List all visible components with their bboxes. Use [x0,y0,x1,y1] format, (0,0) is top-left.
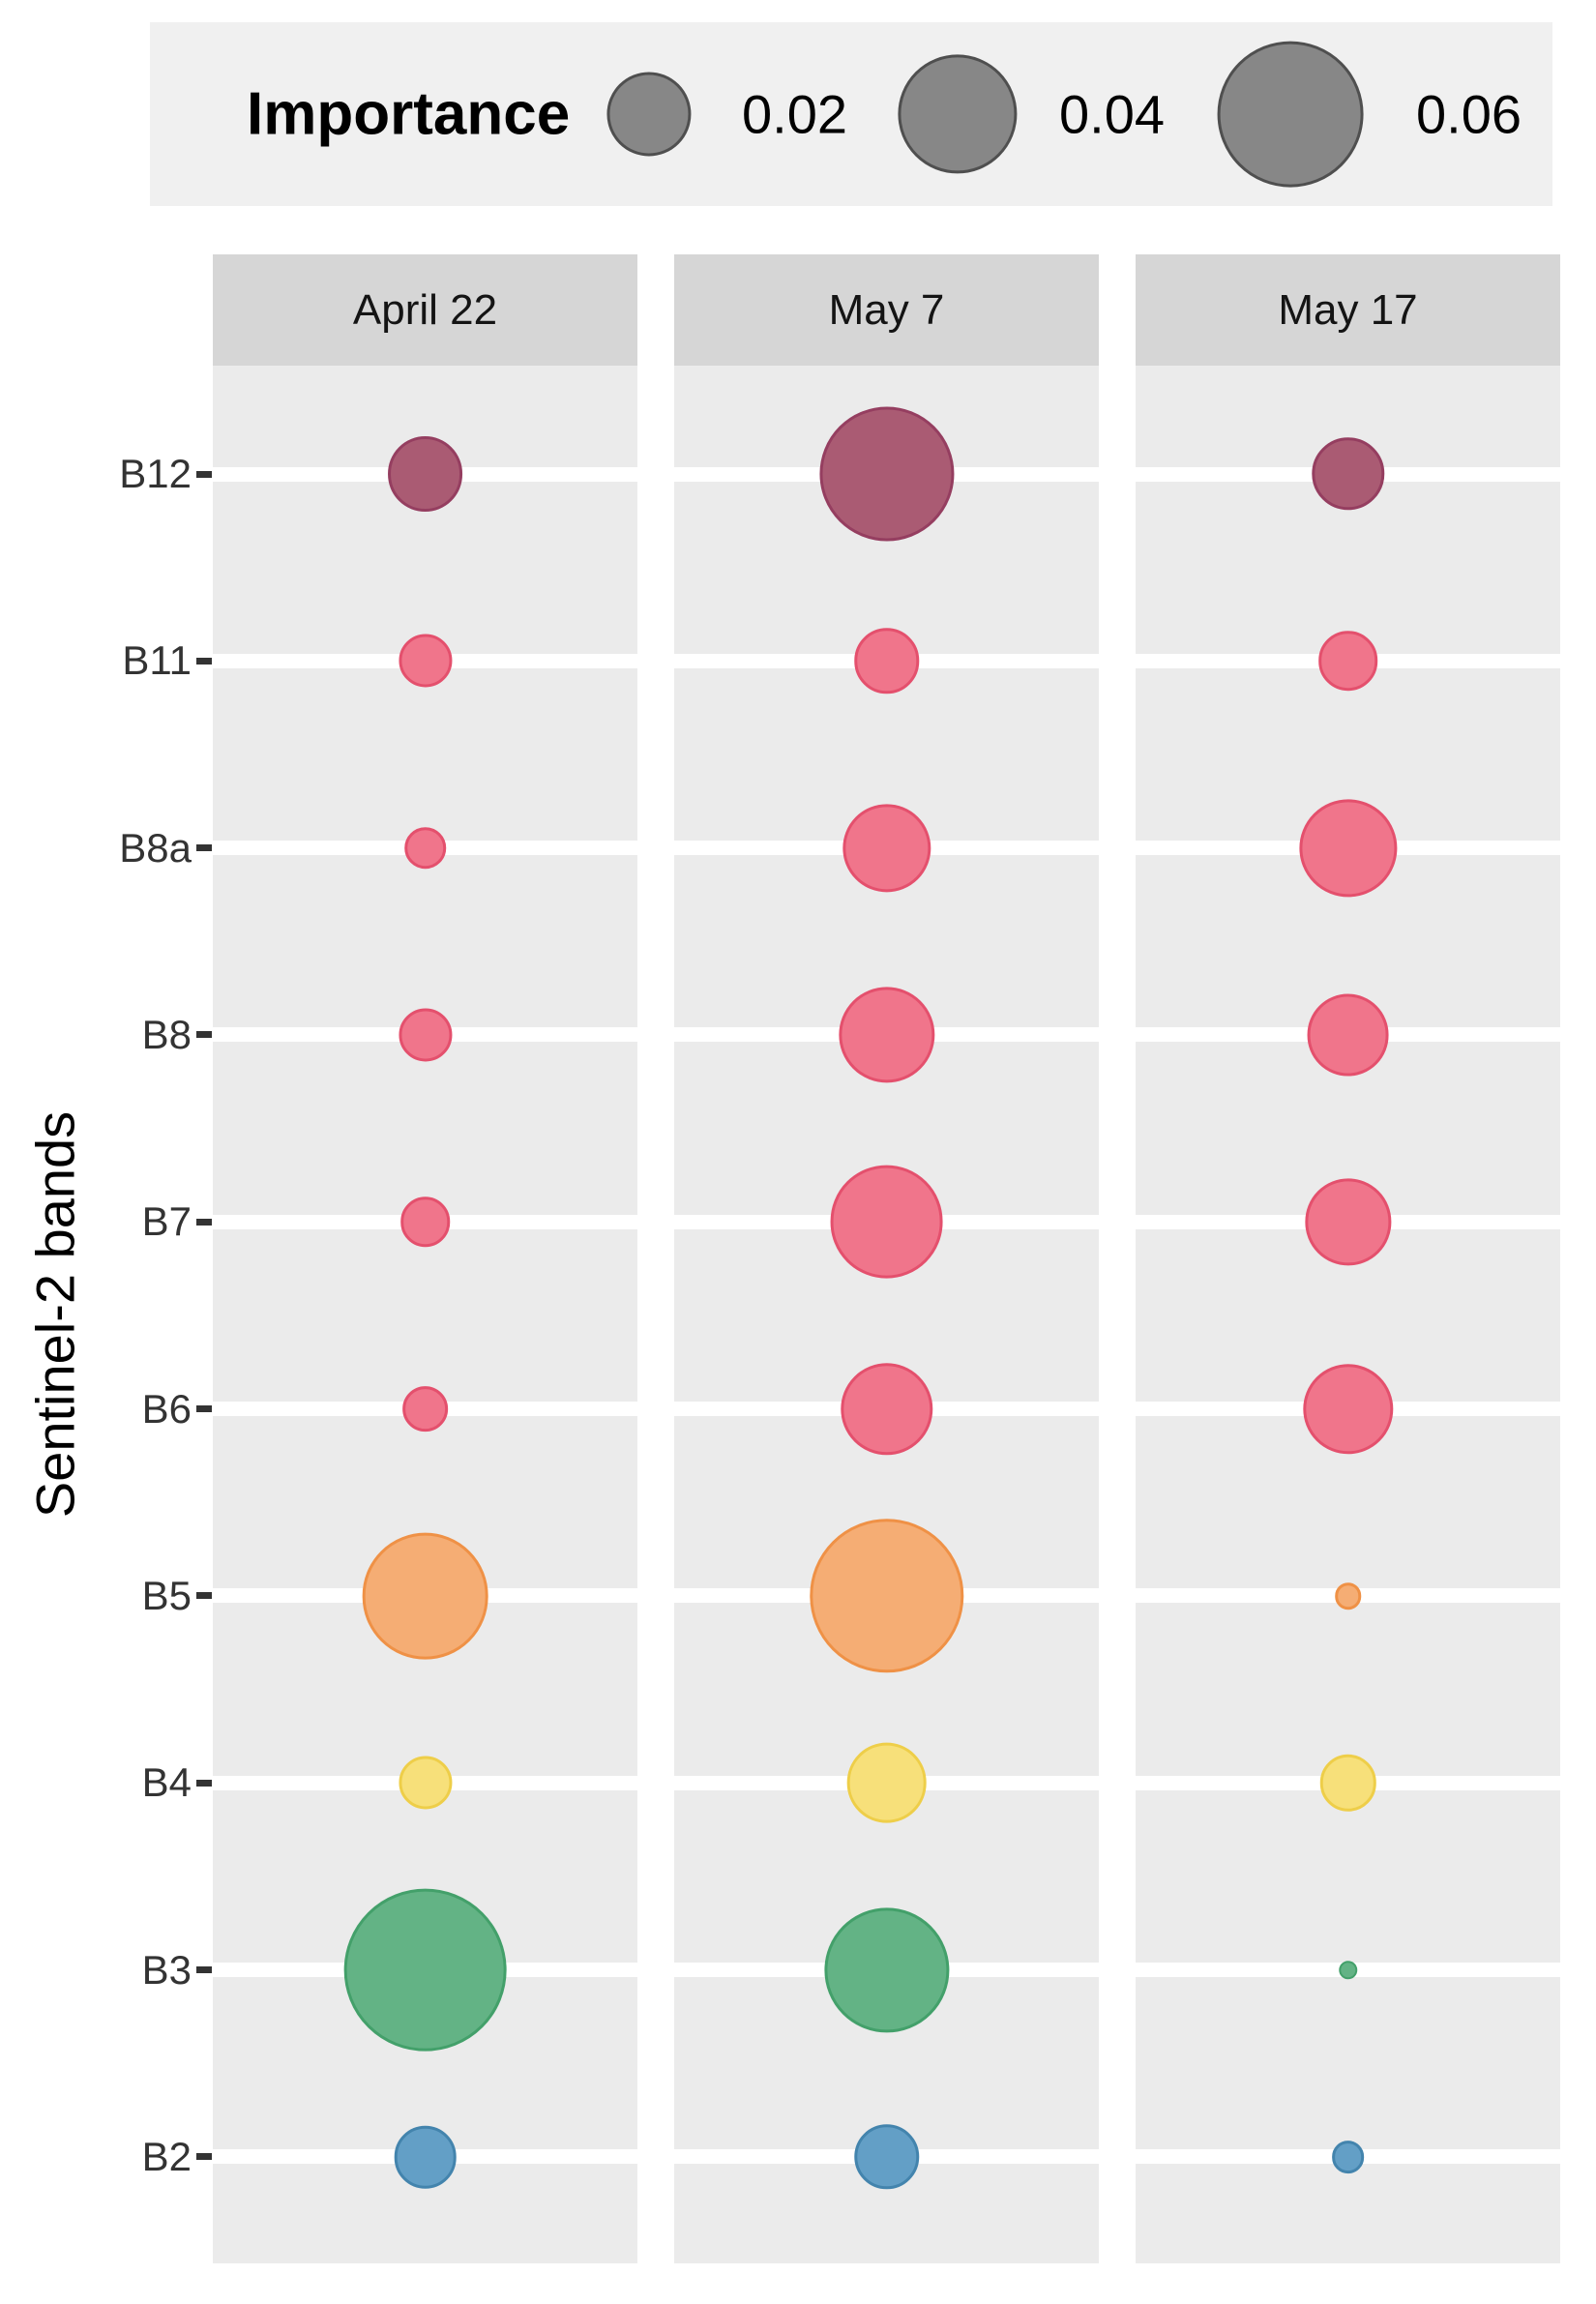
bubble-B3-facet1 [823,1907,950,2033]
y-tick-mark [196,2153,212,2161]
legend-size-circle-0.06 [1217,41,1364,188]
bubble-B8a-facet0 [403,826,447,870]
y-axis-title: Sentinel-2 bands [24,1110,86,1519]
legend-size-circle-0.02 [606,72,692,157]
bubble-B12-facet0 [387,436,463,512]
y-tick-label-B2: B2 [141,2133,192,2179]
facet-panel-1 [674,366,1099,2263]
bubble-B3-facet2 [1338,1960,1358,1980]
bubble-B11-facet0 [398,634,453,688]
facet-strip-1: May 7 [674,254,1099,366]
facet-strip-label: April 22 [352,285,498,334]
y-tick-label-B11: B11 [122,637,192,684]
y-tick-mark [196,844,212,852]
bubble-B5-facet0 [362,1532,488,1660]
bubble-B8-facet1 [838,987,935,1083]
facet-strip-2: May 17 [1136,254,1560,366]
y-tick-label-B4: B4 [141,1759,192,1806]
bubble-B4-facet2 [1319,1755,1376,1812]
facet-strip-label: May 17 [1278,285,1418,334]
bubble-B2-facet0 [394,2125,457,2189]
bubble-B8-facet0 [398,1008,453,1062]
bubble-B3-facet0 [343,1888,507,2052]
bubble-B8a-facet1 [842,803,931,893]
y-tick-label-B6: B6 [141,1385,192,1432]
y-tick-mark [196,1592,212,1600]
bubble-B6-facet0 [401,1385,449,1433]
bubble-B12-facet1 [818,406,955,542]
bubble-B11-facet1 [853,628,920,694]
y-tick-label-B3: B3 [141,1946,192,1993]
bubble-B8a-facet2 [1298,799,1398,898]
bubble-B12-facet2 [1311,437,1385,511]
y-tick-label-B5: B5 [141,1572,192,1618]
legend-size-label: 0.02 [742,83,847,145]
y-tick-label-B8a: B8a [119,824,192,871]
y-tick-label-B12: B12 [119,451,192,496]
y-tick-label-B8: B8 [141,1011,192,1057]
bubble-B7-facet1 [830,1165,943,1279]
legend-size-label: 0.04 [1059,83,1165,145]
y-tick-mark [196,1779,212,1787]
y-tick-mark [196,1966,212,1974]
bubble-B5-facet1 [809,1519,964,1673]
bubble-B7-facet0 [399,1196,451,1248]
bubble-B4-facet1 [846,1743,927,1823]
bubble-B6-facet1 [840,1362,933,1456]
bubble-B2-facet1 [853,2124,920,2190]
bubble-B11-facet2 [1317,631,1378,692]
bubble-B2-facet2 [1331,2141,1365,2173]
bubble-B7-facet2 [1304,1178,1392,1265]
size-legend: Importance 0.02 0.04 0.06 [150,22,1552,206]
legend-size-circle-0.04 [898,54,1018,174]
legend-size-label: 0.06 [1416,83,1522,145]
bubble-B5-facet2 [1334,1582,1362,1610]
facet-strip-label: May 7 [828,285,945,334]
y-tick-label-B7: B7 [141,1198,192,1245]
y-tick-mark [196,470,212,478]
bubble-B8-facet2 [1307,993,1389,1077]
bubble-B4-facet0 [398,1756,453,1810]
y-tick-mark [196,1031,212,1039]
facet-strip-0: April 22 [213,254,637,366]
facet-panel-0 [213,366,637,2263]
bubble-B6-facet2 [1302,1363,1394,1455]
y-tick-mark [196,657,212,665]
y-tick-mark [196,1405,212,1413]
facet-panel-2 [1136,366,1560,2263]
legend-title: Importance [247,80,571,148]
y-tick-mark [196,1218,212,1226]
